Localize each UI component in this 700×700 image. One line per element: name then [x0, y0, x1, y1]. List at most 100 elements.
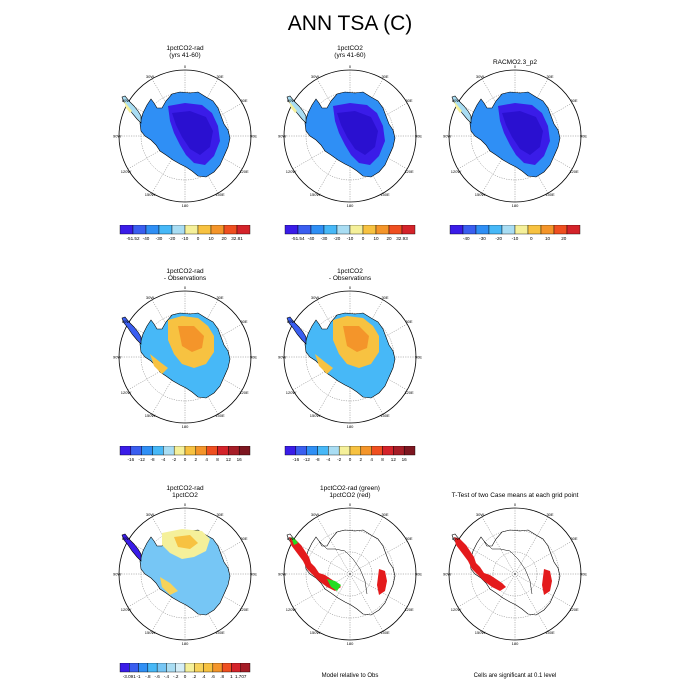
colorbar-swatch [360, 446, 372, 456]
panel-caption: Model relative to Obs [321, 673, 379, 679]
colorbar-swatch [388, 225, 403, 235]
polar-labels: 0 180 90W 90E 30W 30E 60W 60E 120W 120E 150W 150E [113, 285, 257, 429]
continent [121, 91, 231, 178]
colorbar-tick-label: -30 [321, 236, 328, 241]
polar-label-lower-right: 150E [545, 630, 555, 635]
colorbar-tick-label: -3.091 [123, 674, 136, 679]
panel-title-line1: RACMO2.3_p2 [492, 59, 538, 66]
significant-cells [289, 537, 341, 591]
plateau-core [337, 111, 378, 155]
colorbar-tick-label: -20 [495, 236, 502, 241]
colorbar-swatch [145, 225, 160, 235]
polar-label-lower-left: 150W [310, 413, 321, 418]
polar-label-mid-right-down: 120E [404, 607, 414, 612]
polar-label-right: 90E [580, 572, 587, 577]
colorbar-swatch [336, 225, 351, 235]
colorbar-tick-label: 10 [545, 236, 551, 241]
colorbar-swatch [362, 225, 377, 235]
colorbar-swatch [382, 446, 394, 456]
colorbar-swatch [194, 663, 204, 673]
colorbar-tick-label: 1.707 [235, 674, 247, 679]
colorbar-swatch [295, 446, 307, 456]
colorbar-swatch [238, 446, 251, 456]
continent [286, 312, 396, 399]
polar-labels: 0 180 90W 90E 30W 30E 60W 60E 120W 120E 150W 150E [278, 285, 422, 429]
colorbar-swatch [401, 225, 416, 235]
polar-labels: 0 180 90W 90E 30W 30E 60W 60E 120W 120E 150W 150E [278, 64, 422, 208]
colorbar-swatch [119, 446, 132, 456]
colorbar-tick-label: -4 [161, 457, 166, 462]
polar-map: 0 180 90W 90E 30W 30E 60W 60E 120W 120E 150W 150E [113, 285, 257, 429]
polar-label-lower-left: 150W [145, 630, 156, 635]
colorbar-swatch [184, 446, 197, 456]
polar-label-mid-right-up: 60E [240, 319, 247, 324]
colorbar-tick-label: 4 [370, 457, 373, 462]
polar-label-mid-left-down: 120W [286, 607, 297, 612]
colorbar-swatch [297, 225, 312, 235]
panel-racmo: RACMO2.3_p2 0 180 90W 90E 30W 30E 60W 60E 120W 12… [440, 45, 590, 260]
colorbar-tick-label: -1 [137, 674, 142, 679]
polar-label-right: 90E [250, 134, 257, 139]
colorbar-tick-label: .6 [211, 674, 215, 679]
polar-label-lower-right: 150E [380, 413, 390, 418]
polar-label-mid-left-down: 120W [121, 169, 132, 174]
panel-1pctco2-minus-obs: 1pctCO2 - Observations 0 180 90W 90E 30W 30E 6… [275, 268, 425, 478]
panel-t-test: T-Test of two Case means at each grid po… [440, 485, 590, 695]
colorbar-swatch [306, 446, 318, 456]
panel-title-line1: T-Test of two Case means at each grid po… [451, 492, 579, 499]
continent [121, 529, 231, 616]
colorbar-tick-label: 0 [349, 457, 352, 462]
panel-title-line1: 1pctCO2-rad [166, 268, 204, 275]
polar-label-right: 90E [415, 572, 422, 577]
polar-label-bottom: 180 [182, 203, 189, 208]
colorbar: -40 -30 -20 -10 0 10 20 [449, 225, 581, 241]
colorbar-swatch [132, 225, 147, 235]
colorbar-tick-label: .4 [202, 674, 206, 679]
ice-sheet [139, 529, 231, 616]
colorbar-tick-label: 0 [197, 236, 200, 241]
peninsula-tip [289, 101, 297, 113]
panel-1pctco2: 1pctCO2 (yrs 41-60) 0 180 90W 90E 30W 30E 60W 6… [275, 45, 425, 260]
polar-label-upper-right: 30E [381, 512, 388, 517]
colorbar-swatch [527, 225, 542, 235]
polar-label-upper-right: 30E [381, 295, 388, 300]
colorbar-swatch [203, 663, 214, 673]
polar-labels: 0 180 90W 90E 30W 30E 60W 60E 120W 120E 150W 150E [278, 502, 422, 646]
colorbar-swatch [449, 225, 464, 235]
figure-title: ANN TSA (C) [287, 12, 413, 35]
colorbar-swatch [284, 225, 299, 235]
colorbar-swatch [317, 446, 329, 456]
polar-label-mid-left-down: 120W [451, 607, 462, 612]
colorbar-tick-label: -40 [308, 236, 315, 241]
polar-label-upper-right: 30E [546, 74, 553, 79]
polar-label-bottom: 180 [512, 641, 519, 646]
colorbar-tick-label: 10 [373, 236, 379, 241]
polar-label-upper-right: 30E [216, 74, 223, 79]
colorbar-swatch [349, 446, 362, 456]
colorbar-tick-label: 32.93 [396, 236, 408, 241]
ross-diff [160, 577, 178, 595]
polar-label-top: 0 [514, 502, 517, 507]
polar-label-upper-right: 30E [216, 295, 223, 300]
polar-label-mid-right-down: 120E [404, 169, 414, 174]
panel-title-line2: (yrs 41-60) [169, 52, 201, 59]
peninsula [121, 95, 142, 124]
colorbar-swatch [240, 663, 251, 673]
colorbar-swatch [163, 446, 175, 456]
colorbar-swatch [221, 663, 232, 673]
polar-label-mid-right-up: 60E [240, 536, 247, 541]
polar-label-bottom: 180 [347, 641, 354, 646]
polar-label-top: 0 [184, 502, 187, 507]
colorbar-swatch [462, 225, 477, 235]
colorbar-tick-label: -10 [512, 236, 519, 241]
colorbar-swatch [501, 225, 516, 235]
polar-label-left: 90W [278, 134, 286, 139]
polar-label-bottom: 180 [347, 424, 354, 429]
colorbar-tick-label: 1 [230, 674, 233, 679]
colorbar-tick-label: 4 [205, 457, 208, 462]
colorbar-swatch [119, 225, 134, 235]
continent [286, 91, 396, 178]
polar-label-left: 90W [278, 572, 286, 577]
polar-label-mid-left-down: 120W [121, 390, 132, 395]
warm-core [178, 326, 204, 352]
